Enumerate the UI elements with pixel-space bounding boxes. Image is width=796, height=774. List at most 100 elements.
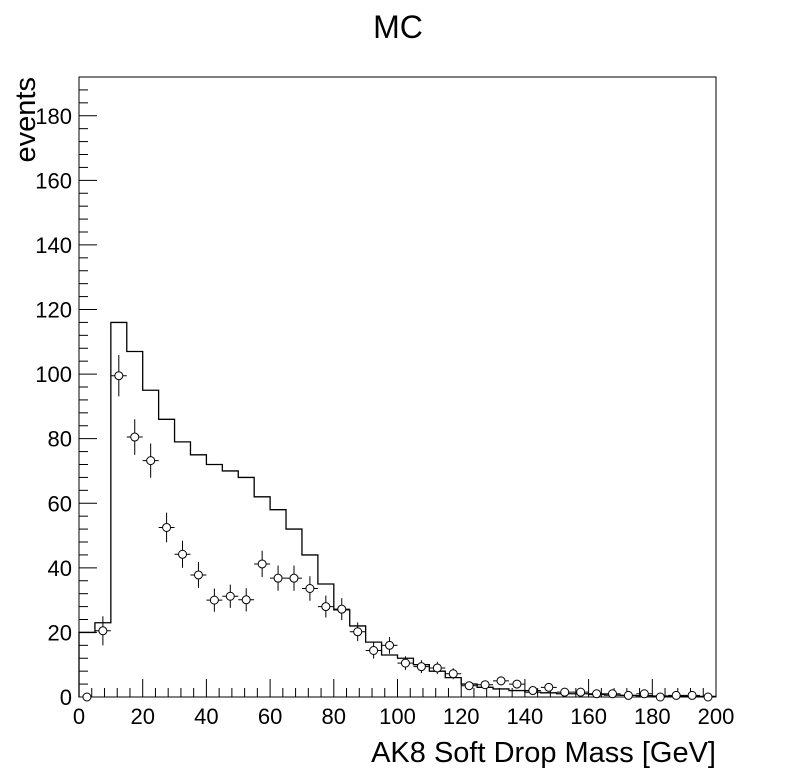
data-point (79, 692, 95, 702)
x-tick-label: 100 (379, 704, 416, 729)
point-marker (146, 456, 156, 466)
y-tick-label: 80 (48, 427, 72, 452)
data-point (286, 565, 302, 591)
point-marker (289, 573, 299, 583)
data-point (158, 512, 175, 543)
point-marker (82, 692, 92, 702)
point-marker (130, 432, 140, 442)
data-point (397, 656, 414, 670)
point-marker (257, 559, 267, 569)
point-marker (369, 646, 379, 655)
y-axis-title: events (10, 77, 42, 162)
data-point (381, 636, 398, 654)
point-marker (321, 602, 331, 612)
y-tick-label: 60 (48, 491, 72, 516)
data-point (508, 679, 525, 689)
data-point (365, 642, 382, 659)
data-point (620, 690, 637, 700)
data-point (142, 443, 159, 478)
data-point (301, 576, 318, 601)
point-marker (576, 687, 586, 697)
histogram-line (78, 321, 716, 698)
data-point (524, 686, 541, 696)
point-marker (209, 595, 219, 605)
point-marker (592, 689, 602, 699)
data-point (174, 540, 191, 568)
point-marker (703, 692, 713, 702)
data-point (604, 689, 621, 699)
x-axis-title: AK8 Soft Drop Mass [GeV] (371, 737, 716, 769)
y-tick-label: 180 (35, 104, 72, 129)
data-point (493, 676, 509, 686)
x-tick-label: 20 (130, 704, 154, 729)
point-marker (655, 692, 665, 702)
data-point (477, 680, 494, 690)
point-marker (528, 686, 538, 696)
data-point (270, 565, 287, 591)
point-marker (544, 682, 554, 692)
data-point (94, 616, 111, 646)
x-tick-label: 180 (634, 704, 671, 729)
mc-histogram (78, 321, 716, 698)
point-marker (480, 680, 490, 690)
data-point (556, 687, 573, 697)
y-tick-label: 140 (35, 233, 72, 258)
data-point (540, 682, 557, 692)
data-point (333, 598, 350, 621)
point-marker (193, 570, 203, 580)
data-point (652, 692, 669, 702)
point-marker (496, 676, 506, 686)
point-marker (337, 604, 347, 614)
data-point (413, 660, 430, 674)
y-tick-label: 120 (35, 298, 72, 323)
data-point (317, 595, 334, 618)
data-point (445, 668, 462, 680)
data-point (572, 687, 589, 697)
data-points (79, 355, 716, 702)
point-marker (98, 626, 108, 636)
point-marker (178, 549, 188, 559)
data-point (588, 689, 605, 699)
y-tick-label: 0 (60, 685, 72, 710)
x-tick-label: 0 (73, 704, 85, 729)
data-point (110, 355, 127, 397)
x-tick-label: 140 (507, 704, 544, 729)
point-marker (305, 584, 315, 593)
data-point (222, 584, 239, 608)
point-marker (464, 681, 474, 691)
data-point (461, 681, 478, 691)
data-point (429, 661, 446, 675)
point-marker (448, 669, 458, 679)
point-marker (162, 522, 172, 532)
point-marker (114, 371, 124, 381)
y-tick-label: 160 (35, 168, 72, 193)
point-marker (607, 689, 617, 699)
chart-title: MC (373, 9, 423, 45)
point-marker (512, 679, 522, 689)
y-tick-label: 40 (48, 556, 72, 581)
data-point (206, 588, 223, 612)
y-tick-label: 20 (48, 620, 72, 645)
point-marker (687, 690, 697, 700)
point-marker (353, 627, 363, 637)
point-marker (273, 573, 283, 583)
data-point (700, 692, 716, 702)
point-marker (241, 595, 251, 605)
point-marker (385, 640, 395, 650)
data-point (238, 588, 255, 612)
data-point (684, 690, 701, 700)
x-axis: 0 20 40 60 80 100 120 140 160 180 200 (73, 679, 734, 729)
point-marker (225, 591, 235, 601)
point-marker (560, 687, 570, 697)
point-marker (671, 690, 681, 700)
data-point (190, 562, 207, 588)
point-marker (400, 658, 410, 668)
x-tick-label: 80 (322, 704, 346, 729)
point-marker (639, 689, 649, 699)
plot-frame (78, 76, 717, 698)
x-tick-label: 200 (698, 704, 735, 729)
x-tick-label: 40 (194, 704, 218, 729)
data-point (254, 550, 271, 578)
x-tick-label: 160 (570, 704, 607, 729)
